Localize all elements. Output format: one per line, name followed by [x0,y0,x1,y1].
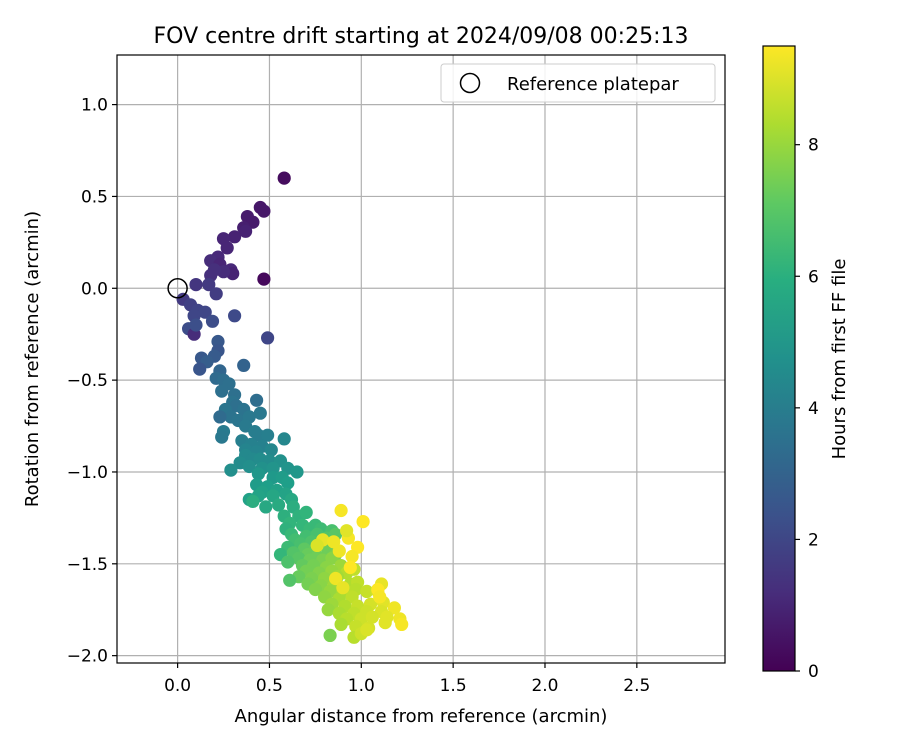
data-point [395,617,409,632]
colorbar-tick-label: 4 [808,399,819,419]
data-point [281,555,295,569]
data-point [290,465,304,479]
x-axis-ticks: 0.0 0.5 1.0 1.5 2.0 2.5 [164,663,650,696]
data-point [299,505,313,519]
data-point [242,459,256,474]
legend-box [440,63,716,103]
plot-frame [116,54,726,664]
data-point [365,610,379,624]
data-point [261,428,275,442]
data-point [237,358,251,372]
x-tick-label: 1.0 [348,676,375,696]
data-point [356,515,370,529]
data-point [334,503,348,518]
data-point [343,560,357,575]
y-axis-ticks: 1.0 0.5 0.0 −0.5 −1.0 −1.5 −2.0 [67,96,117,667]
data-point [264,443,278,457]
data-point [257,272,271,286]
x-tick-label: 1.5 [440,676,467,696]
data-point [373,590,387,604]
data-point [215,384,229,398]
data-point [321,603,335,617]
data-point [336,581,350,595]
x-tick-label: 2.0 [531,676,558,696]
data-point [281,476,295,490]
y-tick-label: −1.5 [67,555,108,575]
data-point [360,584,374,599]
data-point [202,278,216,292]
data-point [323,628,337,643]
chart-title: FOV centre drift starting at 2024/09/08 … [154,24,689,49]
data-point [205,314,220,328]
legend-label: Reference platepar [507,74,679,95]
data-point [310,538,324,553]
data-point [253,406,267,420]
data-point [189,318,203,332]
colorbar-tick-label: 2 [808,530,819,550]
data-point [251,428,265,442]
data-point [228,230,242,244]
legend-reference-marker-icon [459,72,481,94]
data-point [329,571,343,586]
reference-platepar-marker [167,278,188,299]
data-point [308,582,322,597]
data-point [250,393,264,407]
y-tick-label: −1.0 [67,463,108,483]
colorbar-tick-label: 6 [808,267,819,287]
data-point [246,494,260,508]
data-point [209,287,223,301]
data-point [360,623,374,637]
data-point [334,617,348,632]
data-point [198,305,212,319]
y-tick-label: −0.5 [67,371,108,391]
data-point [345,549,359,564]
data-point [257,204,271,218]
y-tick-label: 0.0 [81,279,108,299]
data-point [266,461,280,475]
colorbar-label: Hours from first FF file [829,259,850,460]
legend: Reference platepar [440,63,716,103]
data-point [261,331,275,345]
colorbar [762,45,796,672]
data-point [277,171,291,185]
data-point [189,278,203,292]
x-tick-label: 2.5 [623,676,650,696]
colorbar-ticks: 0 2 4 6 8 [795,136,819,682]
x-tick-label: 0.5 [256,676,283,696]
data-point [224,463,238,477]
data-point [213,410,227,424]
x-tick-label: 0.0 [164,676,191,696]
data-point [211,334,225,349]
colorbar-tick-label: 8 [808,136,819,156]
x-axis-label: Angular distance from reference (arcmin) [235,706,608,727]
data-point [193,362,207,376]
reference-marker [167,278,188,299]
data-point [327,535,341,549]
data-point [259,500,273,514]
data-point [277,432,291,446]
colorbar-tick-label: 0 [808,662,819,682]
data-point [387,601,401,615]
data-points [176,171,409,644]
grid [117,55,725,663]
data-point [251,467,265,481]
data-point [378,616,392,630]
data-point [220,241,234,255]
data-point [215,430,229,444]
y-tick-label: 1.0 [81,96,108,116]
y-tick-label: 0.5 [81,187,108,207]
data-point [272,498,286,512]
y-axis-label: Rotation from reference (arcmin) [22,211,43,507]
y-tick-label: −2.0 [67,647,108,667]
data-point [283,573,297,587]
data-point [228,309,242,323]
data-point [340,524,354,538]
data-point [239,224,253,238]
